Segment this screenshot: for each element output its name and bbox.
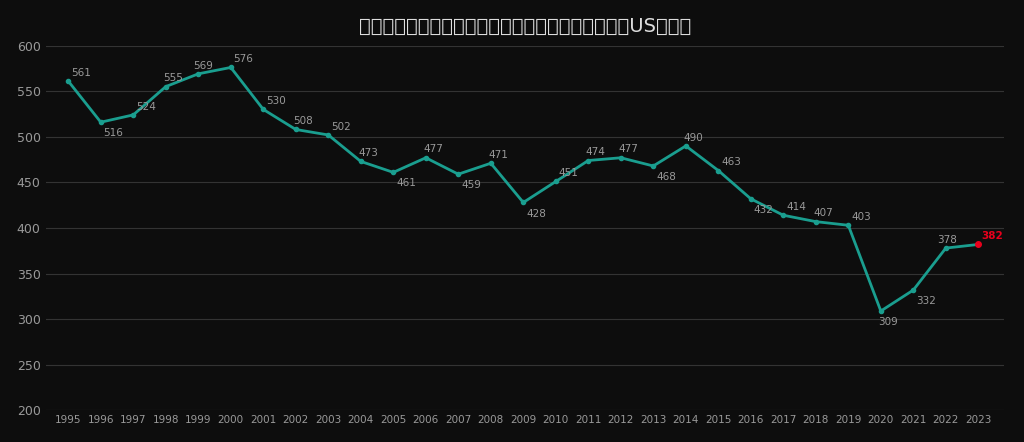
Text: 382: 382 xyxy=(981,231,1002,241)
Text: 569: 569 xyxy=(193,61,213,71)
Text: 463: 463 xyxy=(721,157,741,167)
Text: 309: 309 xyxy=(878,317,898,327)
Text: 451: 451 xyxy=(558,168,579,178)
Text: 561: 561 xyxy=(71,68,91,78)
Text: 468: 468 xyxy=(656,172,676,182)
Text: 378: 378 xyxy=(938,235,957,245)
Text: 414: 414 xyxy=(786,202,806,212)
Text: 459: 459 xyxy=(461,180,481,191)
Text: 428: 428 xyxy=(526,209,546,219)
Text: 403: 403 xyxy=(851,212,870,222)
Text: 477: 477 xyxy=(618,145,638,154)
Text: 477: 477 xyxy=(423,145,443,154)
Text: 524: 524 xyxy=(136,102,156,111)
Text: 516: 516 xyxy=(103,128,124,138)
Text: 473: 473 xyxy=(358,148,378,158)
Text: 332: 332 xyxy=(916,296,936,306)
Text: 471: 471 xyxy=(488,150,508,160)
Text: 502: 502 xyxy=(331,122,351,132)
Text: 474: 474 xyxy=(586,147,605,157)
Title: アメリカの国内線の平均価格（インフレ補正済）（USドル）: アメリカの国内線の平均価格（インフレ補正済）（USドル） xyxy=(358,17,691,36)
Text: 490: 490 xyxy=(683,133,702,143)
Text: 407: 407 xyxy=(813,208,833,218)
Text: 576: 576 xyxy=(233,54,254,64)
Text: 530: 530 xyxy=(266,96,286,106)
Text: 461: 461 xyxy=(396,179,416,188)
Text: 555: 555 xyxy=(163,73,183,83)
Text: 432: 432 xyxy=(754,205,773,215)
Text: 508: 508 xyxy=(293,116,312,126)
